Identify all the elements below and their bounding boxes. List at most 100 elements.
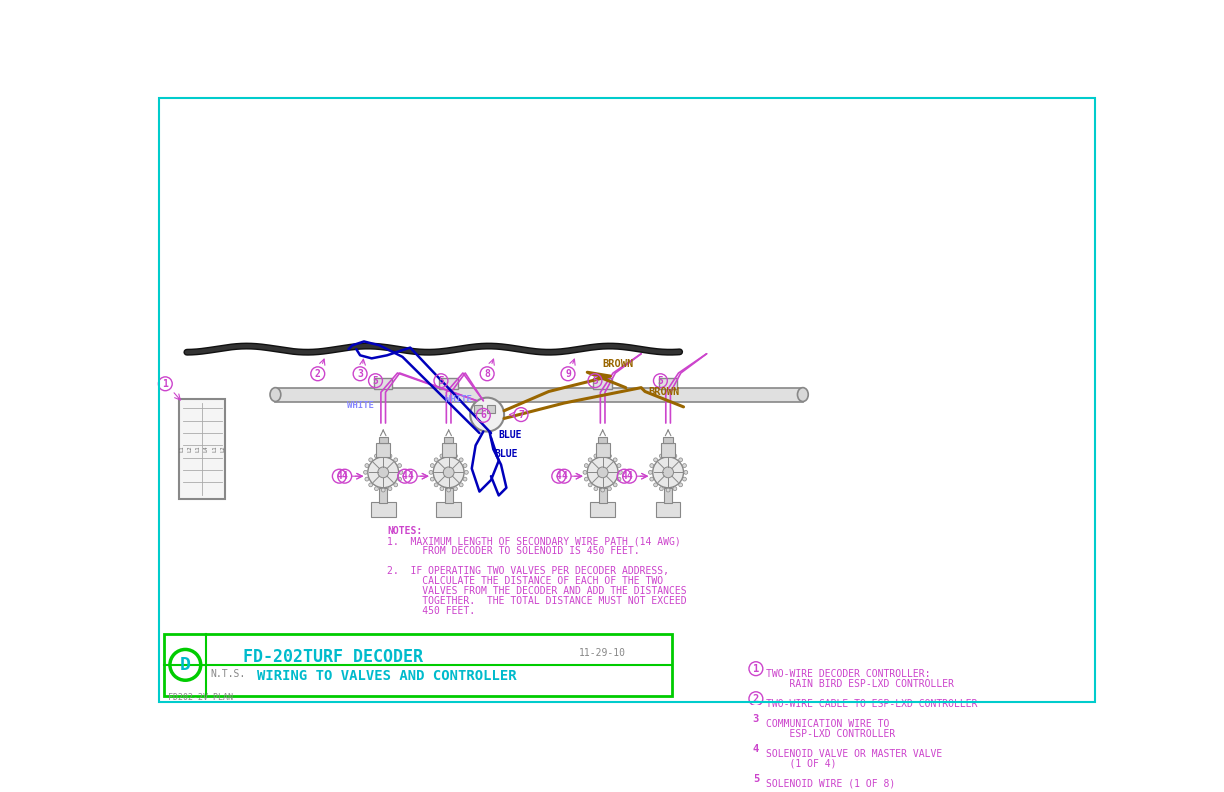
Text: 1: 1 bbox=[753, 664, 759, 674]
Circle shape bbox=[430, 470, 433, 474]
Text: WHITE: WHITE bbox=[444, 394, 471, 403]
Text: FD-202TURF DECODER: FD-202TURF DECODER bbox=[244, 648, 424, 666]
Circle shape bbox=[662, 467, 673, 478]
Text: 5: 5 bbox=[753, 774, 759, 784]
Text: 2: 2 bbox=[315, 369, 321, 379]
Text: 2.  IF OPERATING TWO VALVES PER DECODER ADDRESS,: 2. IF OPERATING TWO VALVES PER DECODER A… bbox=[387, 566, 670, 577]
Circle shape bbox=[607, 487, 611, 490]
Circle shape bbox=[594, 487, 597, 490]
Text: 1.  MAXIMUM LENGTH OF SECONDARY WIRE PATH (14 AWG): 1. MAXIMUM LENGTH OF SECONDARY WIRE PATH… bbox=[387, 536, 681, 546]
Circle shape bbox=[613, 483, 617, 487]
Text: 1: 1 bbox=[163, 379, 168, 389]
Bar bbox=[376, 443, 390, 457]
Text: 4: 4 bbox=[562, 471, 567, 482]
Bar bbox=[487, 406, 494, 413]
Text: RAIN BIRD ESP-LXD CONTROLLER: RAIN BIRD ESP-LXD CONTROLLER bbox=[766, 679, 953, 689]
Circle shape bbox=[431, 463, 435, 467]
Bar bbox=[375, 379, 393, 389]
Circle shape bbox=[594, 454, 597, 458]
Circle shape bbox=[463, 478, 466, 481]
Circle shape bbox=[464, 470, 469, 474]
Circle shape bbox=[660, 454, 663, 458]
Text: 4: 4 bbox=[408, 471, 412, 482]
Text: SOLENOID WIRE (1 OF 8): SOLENOID WIRE (1 OF 8) bbox=[766, 779, 895, 789]
Text: ESP-LXD CONTROLLER: ESP-LXD CONTROLLER bbox=[766, 729, 895, 739]
Circle shape bbox=[673, 454, 677, 458]
Circle shape bbox=[597, 467, 608, 478]
Bar bbox=[164, 634, 672, 695]
Ellipse shape bbox=[271, 387, 280, 402]
Circle shape bbox=[398, 463, 401, 467]
Bar bbox=[444, 437, 453, 443]
Text: 7: 7 bbox=[518, 409, 524, 420]
Circle shape bbox=[367, 457, 399, 488]
Circle shape bbox=[649, 470, 652, 474]
Bar bbox=[663, 437, 673, 443]
Circle shape bbox=[375, 487, 378, 490]
Bar bbox=[665, 488, 672, 503]
Circle shape bbox=[431, 478, 435, 481]
Circle shape bbox=[364, 470, 367, 474]
Circle shape bbox=[584, 463, 589, 467]
Bar bbox=[659, 379, 677, 389]
Text: 450 FEET.: 450 FEET. bbox=[387, 607, 475, 616]
Circle shape bbox=[617, 478, 621, 481]
Circle shape bbox=[388, 487, 392, 490]
Circle shape bbox=[368, 458, 372, 462]
Circle shape bbox=[683, 478, 687, 481]
Circle shape bbox=[435, 458, 438, 462]
Circle shape bbox=[368, 483, 372, 487]
Bar bbox=[378, 437, 388, 443]
Text: FROM DECODER TO SOLENOID IS 450 FEET.: FROM DECODER TO SOLENOID IS 450 FEET. bbox=[387, 546, 640, 556]
Bar bbox=[594, 379, 612, 389]
Text: 3: 3 bbox=[357, 369, 364, 379]
Text: BROWN: BROWN bbox=[602, 359, 634, 369]
Circle shape bbox=[398, 478, 401, 481]
Text: WIRING TO VALVES AND CONTROLLER: WIRING TO VALVES AND CONTROLLER bbox=[257, 669, 517, 683]
Circle shape bbox=[454, 454, 458, 458]
Circle shape bbox=[588, 457, 618, 488]
Text: 9: 9 bbox=[565, 369, 570, 379]
Circle shape bbox=[394, 483, 398, 487]
Circle shape bbox=[613, 458, 617, 462]
Circle shape bbox=[375, 454, 378, 458]
Bar bbox=[656, 501, 681, 517]
Text: 4: 4 bbox=[337, 471, 343, 482]
Circle shape bbox=[589, 458, 592, 462]
Ellipse shape bbox=[798, 387, 808, 402]
Circle shape bbox=[650, 463, 654, 467]
Text: (1 OF 4): (1 OF 4) bbox=[766, 759, 836, 769]
Circle shape bbox=[666, 488, 670, 492]
Circle shape bbox=[650, 478, 654, 481]
Bar bbox=[474, 406, 482, 413]
Circle shape bbox=[382, 488, 386, 492]
Circle shape bbox=[433, 457, 464, 488]
Bar bbox=[444, 488, 453, 503]
Bar bbox=[275, 387, 803, 402]
Circle shape bbox=[617, 463, 621, 467]
Circle shape bbox=[439, 487, 444, 490]
Text: WHITE: WHITE bbox=[346, 401, 373, 409]
Circle shape bbox=[678, 483, 683, 487]
Text: VALVES FROM THE DECODER AND ADD THE DISTANCES: VALVES FROM THE DECODER AND ADD THE DIST… bbox=[387, 586, 687, 596]
Text: 5: 5 bbox=[438, 375, 444, 386]
Text: NOTES:: NOTES: bbox=[387, 526, 422, 536]
Text: 4: 4 bbox=[401, 471, 408, 482]
Text: 4: 4 bbox=[627, 471, 633, 482]
Bar bbox=[442, 443, 455, 457]
Circle shape bbox=[678, 458, 683, 462]
Text: SOLENOID VALVE OR MASTER VALVE: SOLENOID VALVE OR MASTER VALVE bbox=[766, 748, 942, 759]
Text: 4: 4 bbox=[341, 471, 348, 482]
Text: BLUE: BLUE bbox=[494, 449, 518, 459]
Bar bbox=[436, 501, 461, 517]
Bar bbox=[599, 488, 607, 503]
Text: 5: 5 bbox=[372, 375, 378, 386]
Circle shape bbox=[447, 488, 450, 492]
Circle shape bbox=[435, 483, 438, 487]
Text: TWO-WIRE DECODER CONTROLLER:: TWO-WIRE DECODER CONTROLLER: bbox=[766, 668, 930, 679]
Circle shape bbox=[447, 453, 450, 456]
Text: TWO-WIRE CABLE TO ESP-LXD CONTROLLER: TWO-WIRE CABLE TO ESP-LXD CONTROLLER bbox=[766, 699, 978, 709]
Circle shape bbox=[673, 487, 677, 490]
Text: D: D bbox=[180, 656, 191, 674]
Circle shape bbox=[382, 453, 386, 456]
